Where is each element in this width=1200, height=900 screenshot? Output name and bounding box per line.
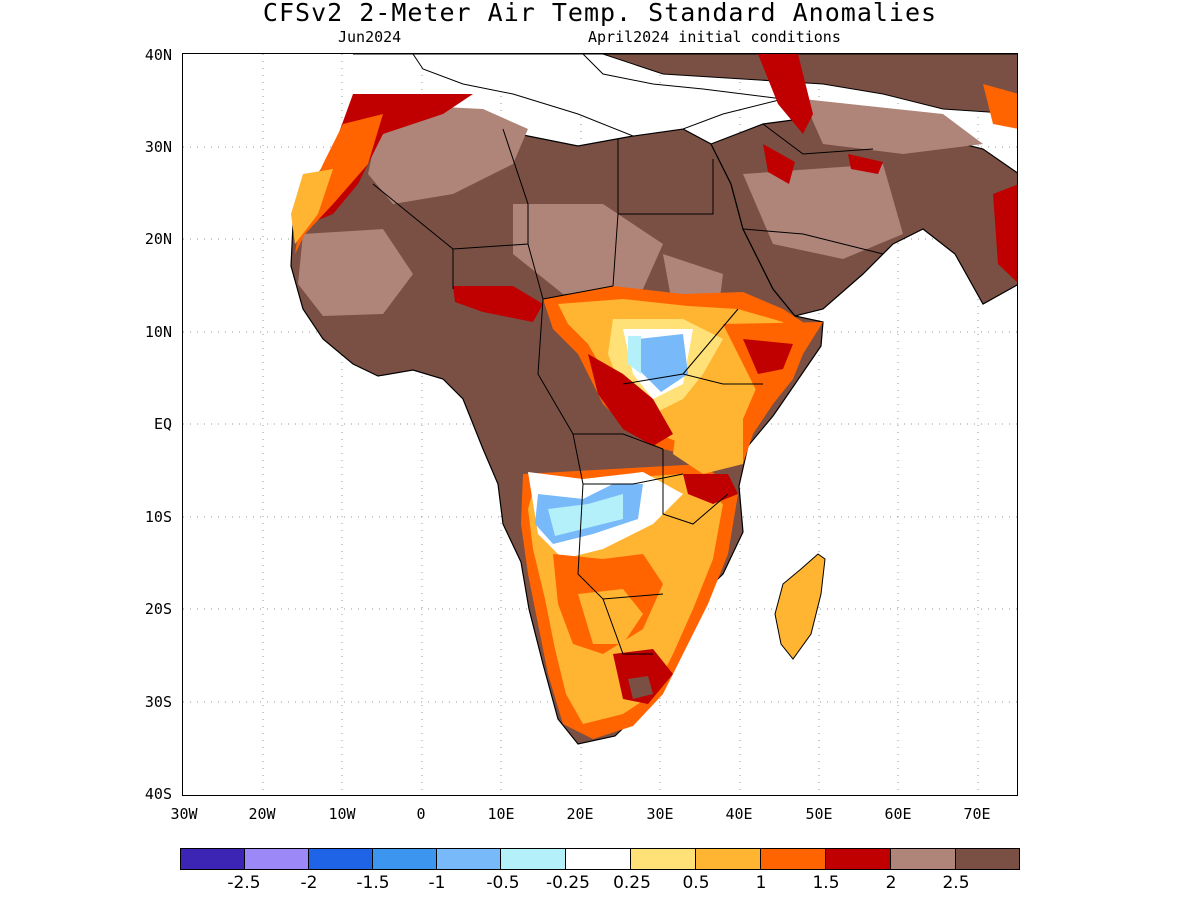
colorbar-segment-1 [180, 848, 245, 870]
colorbar-label: 0.5 [682, 873, 710, 893]
lon-label-10e: 10E [487, 805, 515, 823]
colorbar-segment-9 [695, 848, 761, 870]
colorbar-segment-2 [244, 848, 309, 870]
lat-label-40s: 40S [144, 785, 172, 803]
madagascar-island [774, 553, 826, 660]
colorbar-segment-4 [372, 848, 437, 870]
map-canvas [183, 54, 1017, 795]
lon-label-30w: 30W [170, 805, 198, 823]
colorbar-segment-12 [890, 848, 956, 870]
east-africa-patches [673, 322, 823, 474]
lon-label-30e: 30E [646, 805, 674, 823]
colorbar-segment-7 [565, 848, 631, 870]
colorbar-label: -0.25 [546, 873, 590, 893]
lat-label-20n: 20N [144, 230, 172, 248]
lat-label-30n: 30N [144, 138, 172, 156]
lat-label-10s: 10S [144, 508, 172, 526]
lat-label-20s: 20S [144, 600, 172, 618]
europe-landmass [353, 54, 1017, 115]
forecast-month: Jun2024 [338, 28, 402, 46]
colorbar-label: 1 [755, 873, 767, 893]
lon-label-20w: 20W [248, 805, 276, 823]
colorbar-label: 2 [885, 873, 897, 893]
colorbar-segment-10 [760, 848, 826, 870]
colorbar-label: 2.5 [942, 873, 970, 893]
colorbar-segment-3 [308, 848, 373, 870]
lon-label-20e: 20E [566, 805, 594, 823]
colorbar-label: -1 [428, 873, 446, 893]
colorbar-label: -2.5 [227, 873, 261, 893]
colorbar-label: -2 [300, 873, 318, 893]
lat-label-40n: 40N [144, 46, 172, 64]
lon-label-50e: 50E [805, 805, 833, 823]
colorbar-segment-11 [825, 848, 891, 870]
colorbar-segment-6 [500, 848, 566, 870]
colorbar-label: 0.25 [613, 873, 651, 893]
colorbar-label: -1.5 [356, 873, 390, 893]
southern-warm-zone [521, 464, 738, 739]
country-borders [372, 123, 884, 655]
colorbar-segment-8 [630, 848, 696, 870]
lon-label-0: 0 [416, 805, 426, 823]
lat-label-10n: 10N [144, 323, 172, 341]
anomaly-map [182, 53, 1018, 796]
red-anomaly-bands [291, 54, 1017, 322]
chart-title: CFSv2 2-Meter Air Temp. Standard Anomali… [262, 0, 938, 27]
initial-conditions: April2024 initial conditions [588, 28, 841, 46]
lon-label-70e: 70E [963, 805, 991, 823]
lat-label-eq: EQ [153, 415, 172, 433]
lon-label-10w: 10W [328, 805, 356, 823]
mediterranean-sea [412, 54, 784, 137]
light-brown-anomaly-patches [298, 99, 983, 316]
colorbar-segment-5 [436, 848, 501, 870]
colorbar-label: -0.5 [486, 873, 520, 893]
lon-label-60e: 60E [884, 805, 912, 823]
lon-label-40e: 40E [725, 805, 753, 823]
colorbar-label: 1.5 [812, 873, 840, 893]
colorbar-segment-13 [955, 848, 1020, 870]
lat-label-30s: 30S [144, 693, 172, 711]
